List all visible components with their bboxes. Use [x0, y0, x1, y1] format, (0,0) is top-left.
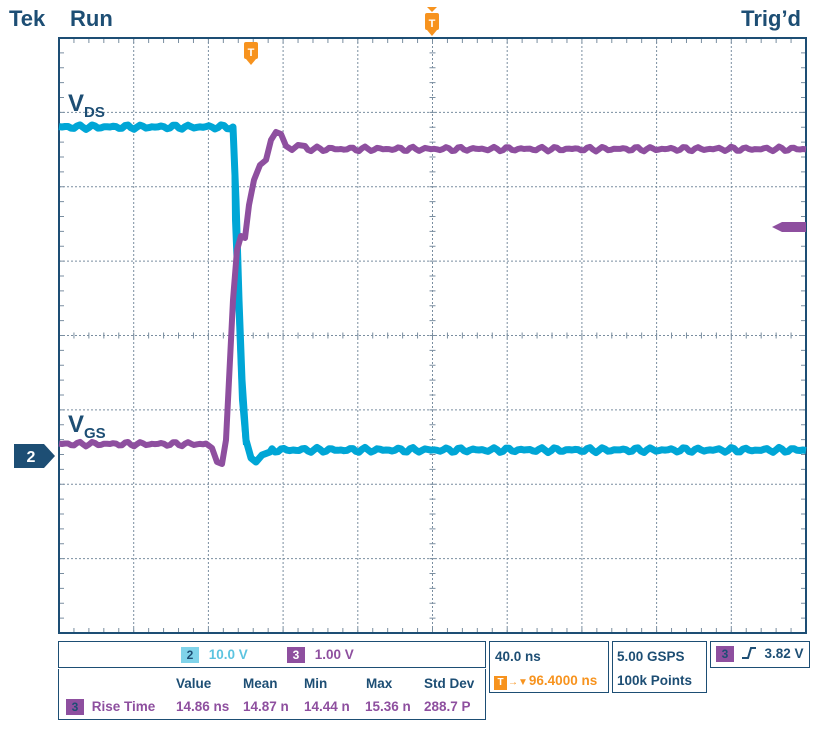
ch3-scale-value: 1.00 V: [314, 647, 354, 662]
meas-mean: 14.87 n: [243, 699, 289, 714]
trigger-status-label: Trig’d: [741, 6, 801, 31]
vgs-label: VGS: [68, 411, 106, 442]
plot-frame: [58, 37, 807, 634]
trigger-position-marker[interactable]: T: [425, 7, 439, 36]
timebase-panel[interactable]: [489, 641, 609, 693]
ch2-ground-marker[interactable]: 2: [14, 444, 55, 468]
trigger-source-badge: 3: [716, 646, 734, 662]
channel-scale-panel: [58, 641, 486, 668]
trigger-level-marker[interactable]: [772, 222, 806, 232]
measurement-panel: [58, 669, 486, 720]
trigger-delay-letter: T: [248, 47, 255, 59]
trigger-level: 3.82 V: [764, 646, 804, 661]
ch3-scale-readout[interactable]: 3 1.00 V: [287, 647, 354, 663]
meas-value: 14.86 ns: [176, 699, 230, 714]
meas-header-value: Value: [176, 676, 212, 691]
meas-header-max: Max: [366, 676, 393, 691]
rising-edge-icon: [741, 647, 756, 659]
delay-arrow-icon: →▼: [508, 677, 528, 688]
delay-value: 96.4000 ns: [528, 673, 598, 688]
meas-min: 14.44 n: [304, 699, 350, 714]
meas-header-stddev: Std Dev: [424, 676, 475, 691]
sample-rate: 5.00 GSPS: [617, 649, 685, 664]
acquisition-panel[interactable]: [612, 641, 707, 693]
ch2-scale-readout[interactable]: 2 10.0 V: [181, 647, 248, 663]
meas-max: 15.36 n: [365, 699, 411, 714]
time-per-div: 40.0 ns: [495, 649, 541, 664]
ch2-badge: 2: [181, 647, 199, 663]
record-length: 100k Points: [617, 673, 693, 688]
meas-stddev: 288.7 P: [424, 699, 471, 714]
meas-name: Rise Time: [91, 699, 156, 714]
ch3-waveform-edge: [220, 239, 242, 463]
run-state-label: Run: [70, 6, 113, 31]
waveform-display: T T 2 VDS VGS: [14, 7, 807, 634]
ch2-scale-value: 10.0 V: [208, 647, 248, 662]
trigger-position-letter: T: [429, 18, 436, 30]
vds-label: VDS: [68, 90, 105, 121]
trigger-delay-readout: T →▼96.4000 ns: [494, 673, 597, 690]
trigger-delay-marker[interactable]: T: [244, 42, 258, 65]
meas-row-label[interactable]: 3 Rise Time: [66, 699, 155, 715]
ch2-waveform-edge: [231, 126, 245, 446]
brand-label: Tek: [9, 6, 46, 31]
ch3-waveform: [58, 129, 807, 467]
ch2-marker-number: 2: [27, 449, 36, 466]
graticule: [58, 37, 807, 634]
ch3-badge: 3: [287, 647, 305, 663]
meas-channel-badge: 3: [66, 699, 84, 715]
trigger-readout: 3 3.82 V: [716, 646, 804, 662]
meas-header-min: Min: [304, 676, 328, 691]
meas-header-mean: Mean: [243, 676, 278, 691]
delay-marker-icon: T: [494, 676, 507, 690]
ch2-waveform: [58, 121, 807, 466]
